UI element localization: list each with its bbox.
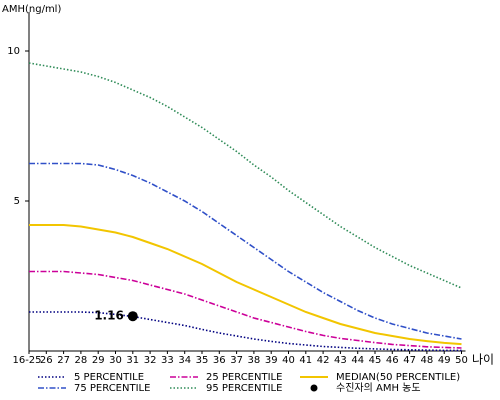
x-tick-label: 30 — [109, 355, 122, 366]
x-tick-label: 46 — [386, 355, 399, 366]
legend-label: 95 PERCENTILE — [206, 383, 282, 394]
y-tick-label: 5 — [14, 196, 20, 207]
x-tick-label: 34 — [178, 355, 191, 366]
data-label: 1.16 — [94, 309, 124, 323]
x-tick-label: 43 — [334, 355, 347, 366]
x-tick-label: 41 — [299, 355, 312, 366]
legend-swatch — [310, 384, 318, 392]
x-tick-label: 39 — [265, 355, 278, 366]
series-line — [29, 311, 462, 352]
x-tick-label: 16-25 — [12, 355, 41, 366]
x-tick-label: 44 — [351, 355, 364, 366]
series-line — [28, 62, 462, 289]
legend-label: MEDIAN(50 PERCENTILE) — [336, 372, 460, 383]
x-tick-label: 38 — [248, 355, 261, 366]
legend-label: 25 PERCENTILE — [206, 372, 282, 383]
x-tick-label: 32 — [144, 355, 157, 366]
legend-label: 5 PERCENTILE — [74, 372, 144, 383]
x-tick-label: 48 — [421, 355, 434, 366]
y-axis-label: AMH(ng/ml) — [2, 4, 61, 15]
x-tick-label: 33 — [161, 355, 174, 366]
y-tick-label: 10 — [7, 46, 20, 57]
x-tick-label: 35 — [196, 355, 209, 366]
x-tick-label: 45 — [369, 355, 382, 366]
x-tick-label: 29 — [92, 355, 105, 366]
x-tick-label: 27 — [57, 355, 70, 366]
x-tick-label: 42 — [317, 355, 330, 366]
x-tick-label: 28 — [75, 355, 88, 366]
x-tick-label: 47 — [403, 355, 416, 366]
series-line — [29, 270, 462, 349]
x-tick-label: 49 — [438, 355, 451, 366]
x-tick-label: 36 — [213, 355, 226, 366]
x-axis-label: 나이 — [472, 353, 494, 367]
x-tick-label: 26 — [40, 355, 53, 366]
legend-label: 수진자의 AMH 농도 — [336, 382, 421, 394]
x-tick-label: 40 — [282, 355, 295, 366]
series-line — [29, 224, 462, 346]
x-tick-label: 31 — [126, 355, 139, 366]
legend-label: 75 PERCENTILE — [74, 383, 150, 394]
x-tick-label: 37 — [230, 355, 243, 366]
series-line — [29, 162, 462, 340]
x-tick-label: 50 — [455, 355, 468, 366]
patient-point — [127, 311, 138, 322]
